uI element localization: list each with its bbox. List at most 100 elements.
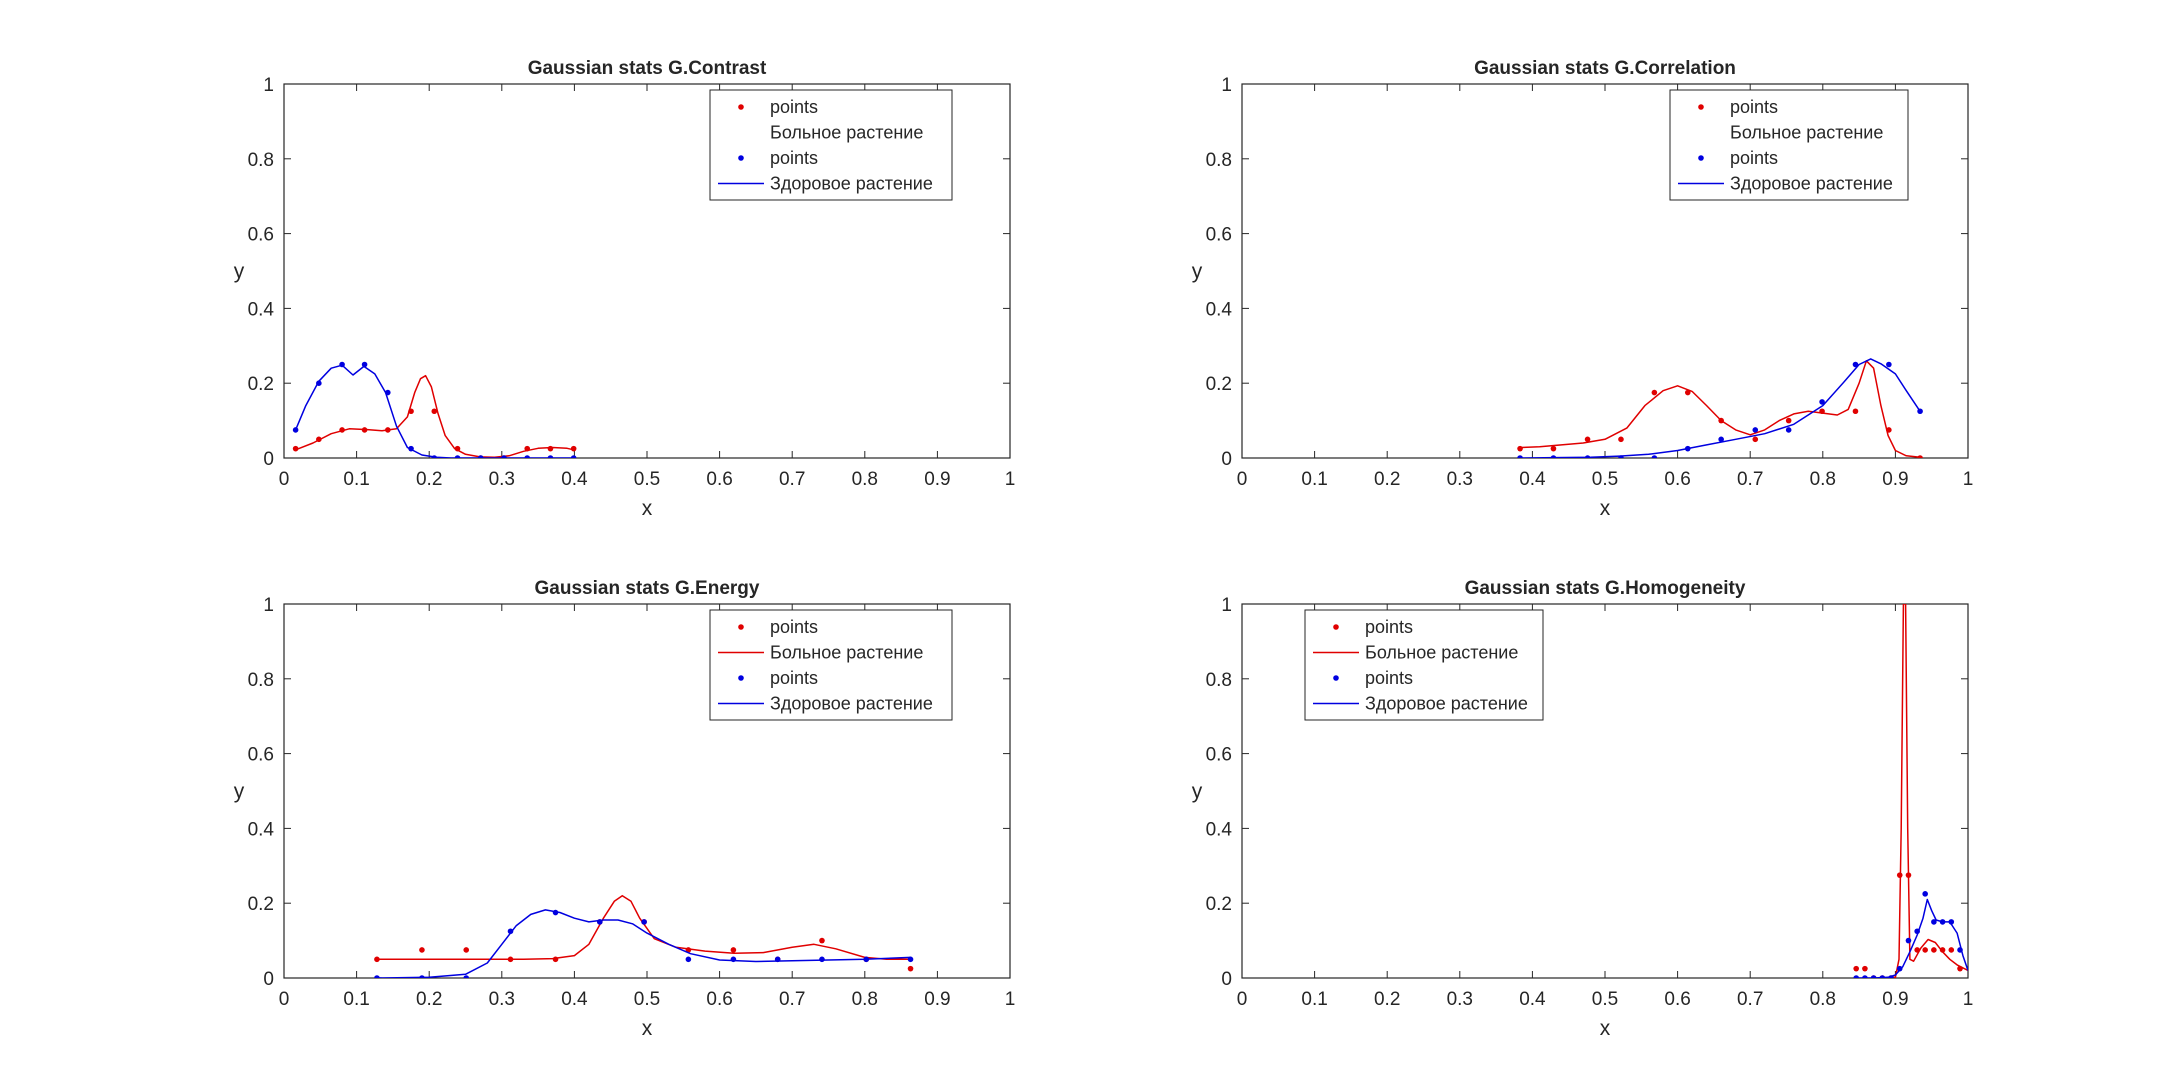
y-axis-label: y [1192, 260, 1203, 283]
x-tick-label: 0.1 [343, 989, 369, 1010]
x-tick-label: 0.5 [634, 469, 660, 490]
x-tick-label: 0.6 [706, 989, 732, 1010]
legend-box [709, 609, 953, 721]
x-tick-label: 0.9 [924, 469, 950, 490]
y-tick-label: 0.4 [248, 299, 275, 320]
y-tick-label: 0.4 [248, 819, 275, 840]
data-point [1886, 361, 1892, 368]
x-tick-label: 0.1 [1301, 989, 1327, 1010]
legend-label: points [770, 97, 818, 117]
legend-label: Больное растение [770, 643, 923, 663]
legend-label: Здоровое растение [1365, 694, 1528, 714]
data-point [685, 956, 692, 963]
x-tick-label: 1 [1963, 989, 1974, 1010]
series-line [376, 894, 911, 961]
data-point [1948, 947, 1955, 953]
y-axis-label: y [1192, 780, 1203, 803]
data-point [819, 956, 825, 963]
series-line [1888, 604, 1968, 978]
x-axis-label: x [1600, 497, 1611, 520]
data-point [547, 445, 554, 452]
legend-marker [1698, 155, 1704, 161]
data-point [730, 947, 737, 953]
data-point [1853, 965, 1859, 972]
legend-label: points [770, 148, 818, 168]
data-point [1922, 891, 1928, 897]
data-point [1752, 436, 1759, 443]
data-point [1852, 361, 1859, 368]
x-tick-label: 0.1 [343, 469, 369, 490]
x-tick-label: 0.8 [852, 989, 878, 1010]
y-tick-label: 0.2 [1206, 374, 1232, 395]
x-tick-label: 0.6 [1664, 469, 1690, 490]
y-axis-label: y [234, 260, 245, 283]
data-point [507, 928, 514, 935]
x-tick-label: 1 [1005, 989, 1016, 1010]
legend-label: Больное растение [1365, 643, 1518, 663]
plot-area [374, 894, 914, 978]
data-point [1752, 427, 1759, 433]
x-tick-label: 0.7 [1737, 989, 1763, 1010]
chart-panel-2: Gaussian stats G.Correlation 0 0.1 0.2 0.3 0.… [1192, 58, 1974, 520]
legend-label: Здоровое растение [1730, 174, 1893, 194]
y-tick-label: 1 [263, 595, 274, 616]
x-tick-label: 0.6 [706, 469, 732, 490]
data-point [1852, 408, 1859, 415]
y-tick-label: 0.8 [1206, 670, 1232, 691]
data-point [361, 361, 368, 368]
data-point [1922, 947, 1928, 953]
data-point [1718, 436, 1724, 443]
data-point [1939, 947, 1946, 953]
x-tick-label: 0.3 [489, 469, 515, 490]
y-tick-label: 0 [1221, 969, 1232, 990]
y-tick-label: 0.4 [1206, 819, 1233, 840]
x-tick-label: 0.3 [1447, 989, 1473, 1010]
y-tick-label: 1 [1221, 75, 1232, 96]
y-tick-label: 1 [1221, 595, 1232, 616]
data-point [1684, 389, 1691, 396]
legend-marker [1698, 104, 1704, 110]
plot-area [1853, 604, 1968, 978]
x-tick-label: 0.4 [1519, 469, 1546, 490]
data-point [1651, 455, 1658, 458]
y-tick-label: 0.4 [1206, 299, 1233, 320]
x-tick-label: 0.5 [1592, 989, 1618, 1010]
legend-label: points [1365, 617, 1413, 637]
legend-label: points [1365, 668, 1413, 688]
x-tick-label: 0.4 [561, 469, 588, 490]
chart-title: Gaussian stats G.Correlation [1474, 58, 1736, 79]
x-tick-label: 0.1 [1301, 469, 1327, 490]
data-point [1896, 965, 1903, 972]
x-tick-label: 0.2 [416, 989, 442, 1010]
data-point [1584, 436, 1591, 443]
legend-marker [1333, 675, 1339, 681]
y-tick-label: 0.8 [1206, 150, 1232, 171]
y-tick-label: 0.2 [248, 374, 274, 395]
data-point [1931, 947, 1937, 953]
legend-label: Здоровое растение [770, 174, 933, 194]
y-axis-label: y [234, 780, 245, 803]
x-tick-label: 0.2 [416, 469, 442, 490]
data-point [463, 947, 470, 953]
legend-label: points [770, 617, 818, 637]
legend: points Больное растение points Здоровое рас… [1669, 89, 1909, 201]
series-line [1520, 360, 1921, 458]
y-tick-label: 0.6 [248, 745, 274, 766]
x-tick-label: 0 [1237, 989, 1248, 1010]
x-tick-label: 0.4 [561, 989, 588, 1010]
data-point [463, 975, 470, 978]
data-point [1550, 445, 1557, 452]
x-tick-label: 0.5 [1592, 469, 1618, 490]
y-tick-label: 0.2 [248, 894, 274, 915]
series-line [294, 364, 574, 458]
x-tick-label: 0.7 [779, 989, 805, 1010]
legend-label: Здоровое растение [770, 694, 933, 714]
legend-label: points [770, 668, 818, 688]
x-tick-label: 0 [279, 989, 290, 1010]
data-point [819, 937, 825, 944]
data-point [419, 947, 425, 953]
series-line [1856, 898, 1968, 978]
series-line [376, 909, 911, 978]
x-axis-label: x [642, 497, 653, 520]
plot-area [292, 361, 577, 458]
